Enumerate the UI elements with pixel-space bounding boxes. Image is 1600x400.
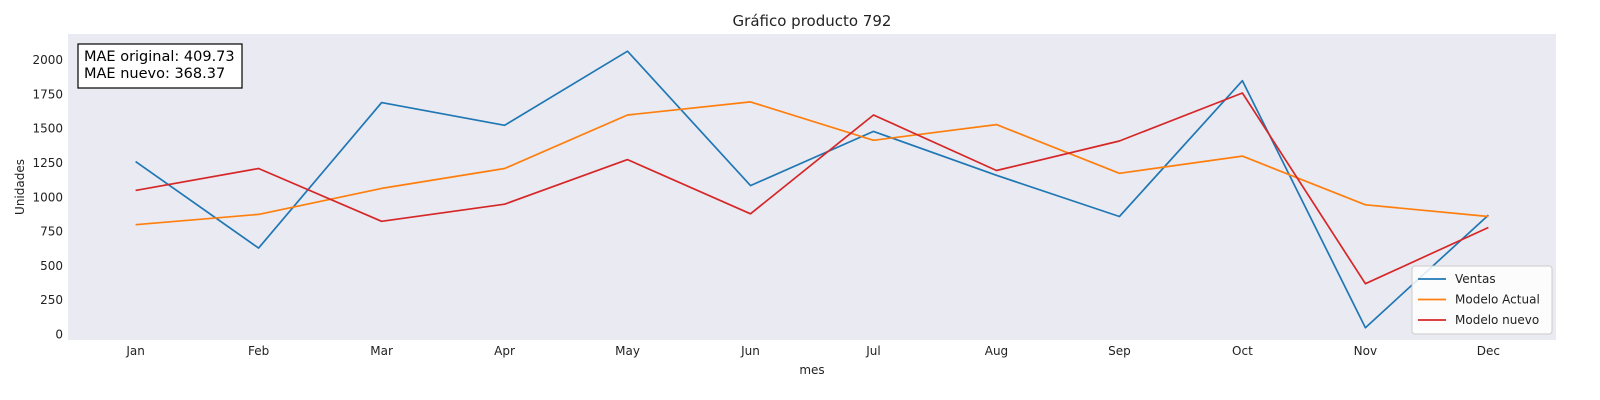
x-tick-label: Jun [740, 344, 760, 358]
y-tick-label: 1750 [32, 87, 63, 101]
x-tick-label: Nov [1354, 344, 1377, 358]
series-line-2 [135, 92, 1489, 285]
x-axis-ticks: Jan Feb Mar Apr May Jun Jul Aug Sep Oct Nov Dec [125, 344, 1500, 358]
annotation-mae-nuevo: MAE nuevo: 368.37 [84, 66, 225, 82]
x-tick-label: Oct [1232, 344, 1253, 358]
annotation-frame [77, 43, 243, 89]
y-tick-label: 250 [40, 293, 63, 307]
annotation-mae-original: MAE original: 409.73 [84, 49, 235, 65]
y-tick-label: 1000 [32, 190, 63, 204]
y-tick-label: 0 [55, 328, 63, 342]
x-tick-label: Mar [370, 344, 393, 358]
mae-annotation-box: MAE original: 409.73 MAE nuevo: 368.37 [77, 43, 243, 89]
x-tick-label: Dec [1477, 344, 1500, 358]
legend-label: Modelo nuevo [1455, 313, 1539, 327]
plot-area [68, 34, 1556, 340]
y-tick-label: 2000 [32, 53, 63, 67]
chart-title: Gráfico producto 792 [733, 12, 892, 30]
legend: Ventas Modelo Actual Modelo nuevo [1411, 265, 1553, 335]
y-tick-label: 1500 [32, 122, 63, 136]
legend-label: Modelo Actual [1455, 293, 1540, 307]
x-tick-label: Feb [248, 344, 269, 358]
series-lines [135, 50, 1489, 329]
y-tick-label: 750 [40, 225, 63, 239]
x-tick-label: Jan [125, 344, 145, 358]
x-tick-label: May [615, 344, 640, 358]
y-axis-label: Unidades [13, 159, 27, 215]
legend-label: Ventas [1455, 272, 1496, 286]
x-axis-label: mes [799, 363, 824, 377]
x-tick-label: Aug [985, 344, 1008, 358]
y-tick-label: 1250 [32, 156, 63, 170]
series-line-0 [135, 50, 1489, 329]
x-tick-label: Jul [865, 344, 880, 358]
x-tick-label: Sep [1108, 344, 1131, 358]
y-axis-ticks: 0 250 500 750 1000 1250 1500 1750 2000 [32, 53, 63, 341]
series-line-1 [135, 101, 1489, 226]
x-tick-label: Apr [494, 344, 515, 358]
y-tick-label: 500 [40, 259, 63, 273]
legend-frame [1411, 265, 1553, 335]
